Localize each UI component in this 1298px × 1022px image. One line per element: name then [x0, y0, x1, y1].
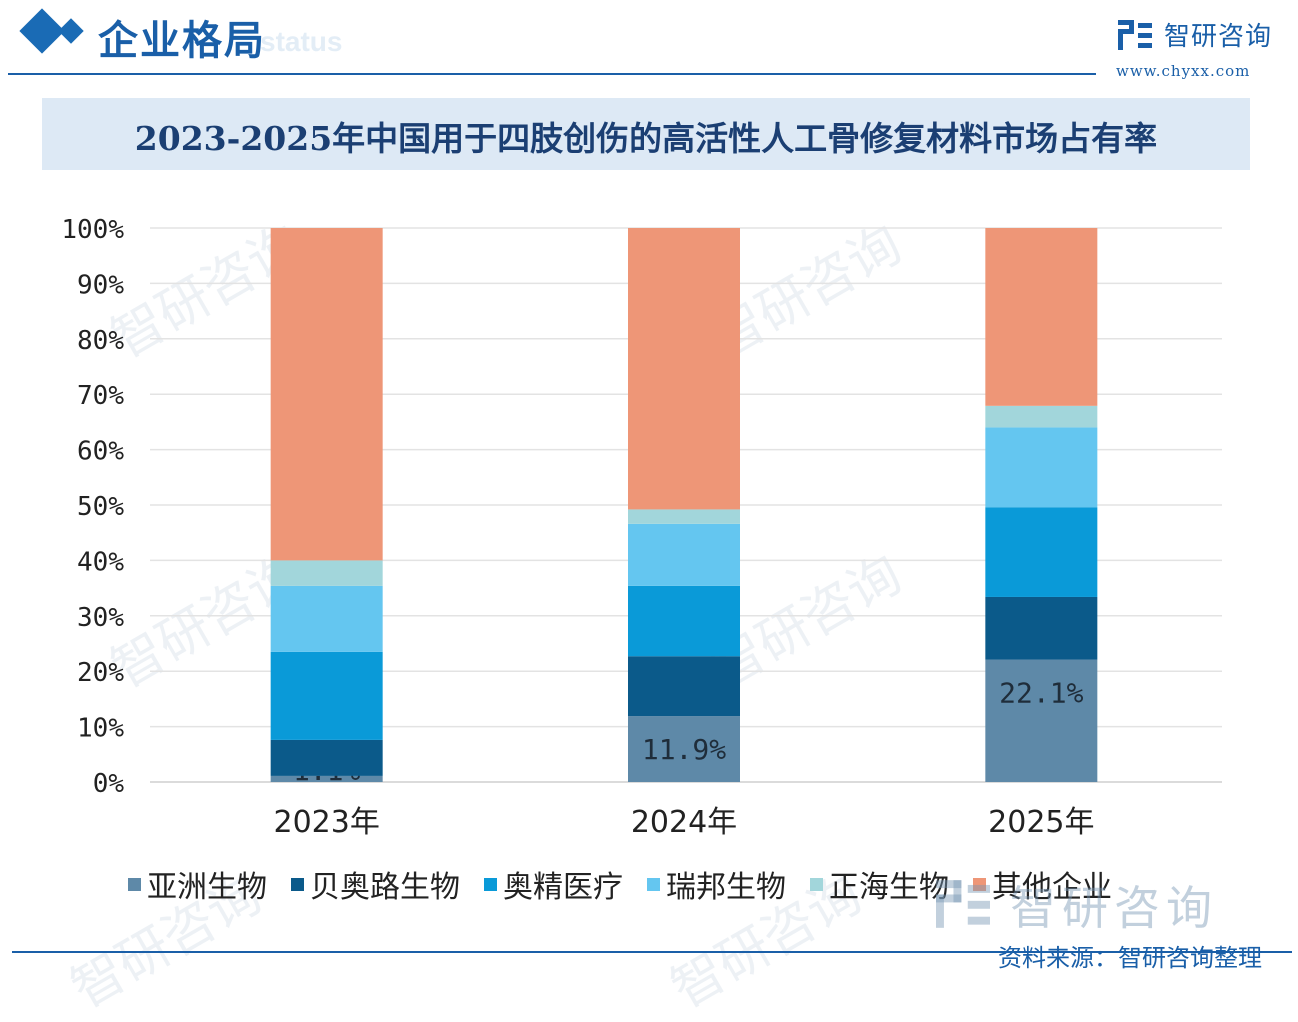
- y-tick-label: 30%: [77, 603, 124, 633]
- legend-item: 亚洲生物: [128, 862, 267, 906]
- legend-item: 贝奥路生物: [291, 862, 460, 906]
- y-tick-label: 100%: [61, 215, 124, 245]
- header-divider: [8, 73, 1096, 75]
- bar-segment: [628, 585, 740, 657]
- bar-segment: [985, 659, 1098, 782]
- bar-segment: [628, 656, 740, 717]
- bar-segment: [270, 228, 383, 561]
- bar-segment: [270, 585, 383, 652]
- y-tick-label: 50%: [77, 492, 124, 522]
- bar-segment: [270, 560, 383, 586]
- y-tick-label: 20%: [77, 658, 124, 688]
- footer-brand: 智研咨询: [1010, 881, 1218, 935]
- brand-url: www.chyxx.com: [1116, 62, 1251, 80]
- y-tick-label: 0%: [93, 769, 125, 799]
- bar-segment: [985, 405, 1098, 428]
- bar-segment: [628, 228, 740, 510]
- bar-segment: [628, 523, 740, 586]
- y-tick-label: 90%: [77, 270, 124, 300]
- footer-logo-icon: [936, 880, 990, 928]
- y-tick-label: 80%: [77, 326, 124, 356]
- legend-label: 贝奥路生物: [310, 870, 460, 905]
- bar-segment: [985, 507, 1098, 597]
- data-label: 22.1%: [999, 677, 1083, 710]
- source-note: 资料来源：智研咨询整理: [998, 944, 1262, 972]
- brand-logo-icon: [1118, 20, 1152, 50]
- legend-swatch: [291, 877, 304, 891]
- bar-segment: [628, 509, 740, 524]
- y-tick-label: 70%: [77, 381, 124, 411]
- legend-swatch: [973, 877, 986, 891]
- stacked-bar-chart: 0%10%20%30%40%50%60%70%80%90%100%1.1%202…: [61, 215, 1222, 840]
- data-label: 11.9%: [642, 733, 726, 766]
- x-tick-label: 2023年: [273, 805, 379, 840]
- footer-divider: [12, 951, 1292, 953]
- x-tick-label: 2024年: [631, 805, 737, 840]
- bar-segment: [270, 775, 383, 782]
- x-tick-label: 2025年: [988, 805, 1094, 840]
- legend-swatch: [647, 877, 660, 891]
- bar-segment: [985, 427, 1098, 508]
- y-tick-label: 10%: [77, 714, 124, 744]
- legend-item: 瑞邦生物: [647, 862, 786, 906]
- legend-label: 奥精医疗: [503, 870, 623, 905]
- bar-segment: [270, 651, 383, 740]
- legend-swatch: [128, 877, 141, 891]
- chart-title-band: 2023-2025年中国用于四肢创伤的高活性人工骨修复材料市场占有率: [42, 98, 1250, 170]
- section-title: 企业格局: [98, 17, 266, 64]
- brand-name: 智研咨询: [1164, 22, 1273, 52]
- legend-label: 其他企业: [992, 870, 1112, 905]
- chart-title: 2023-2025年中国用于四肢创伤的高活性人工骨修复材料市场占有率: [134, 119, 1158, 158]
- legend-swatch: [484, 877, 497, 891]
- bar-segment: [985, 596, 1098, 660]
- legend-item: 正海生物: [810, 862, 949, 906]
- chart-legend: 亚洲生物 贝奥路生物 奥精医疗 瑞邦生物 正海生物 其他企业: [128, 862, 1136, 906]
- ghost-text: status: [260, 26, 343, 57]
- bar-segment: [985, 228, 1098, 406]
- page-header: status 企业格局 智研咨询 www.chyxx.com: [0, 0, 1298, 80]
- bar-segment: [628, 716, 740, 782]
- legend-item: 其他企业: [973, 862, 1112, 906]
- y-tick-label: 40%: [77, 547, 124, 577]
- bar-segment: [270, 739, 383, 776]
- legend-swatch: [810, 877, 823, 891]
- y-tick-label: 60%: [77, 437, 124, 467]
- legend-label: 亚洲生物: [147, 870, 267, 905]
- legend-label: 瑞邦生物: [666, 870, 786, 905]
- legend-label: 正海生物: [829, 870, 949, 905]
- legend-item: 奥精医疗: [484, 862, 623, 906]
